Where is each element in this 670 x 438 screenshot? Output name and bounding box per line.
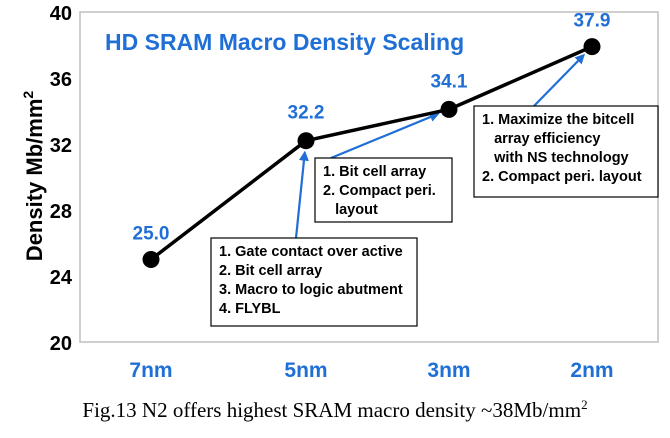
annotation-line: 1. Maximize the bitcell: [482, 112, 634, 128]
annotation-line: layout: [323, 202, 378, 218]
data-point: [142, 251, 160, 268]
annotation-line: 3. Macro to logic abutment: [219, 282, 403, 298]
annotation-line: 2. Compact peri.: [323, 183, 436, 199]
y-tick-labels: 20 24 28 32 36 40: [50, 3, 73, 355]
annotation-line: array efficiency: [482, 131, 601, 147]
caption-text: Fig.13 N2 offers highest SRAM macro dens…: [82, 398, 582, 422]
annotation-line: with NS technology: [482, 150, 629, 166]
annotation-boxes: 1. Gate contact over active 2. Bit cell a…: [210, 105, 659, 327]
y-tick-label: 20: [50, 333, 72, 355]
annotation-line: 4. FLYBL: [219, 301, 281, 317]
data-point: [440, 100, 458, 118]
data-label: 37.9: [574, 11, 611, 32]
figure-caption: Fig.13 N2 offers highest SRAM macro dens…: [0, 397, 670, 423]
data-label: 32.2: [288, 103, 325, 124]
line-segment: [305, 107, 450, 143]
data-label: 25.0: [133, 224, 170, 245]
annotation-line: 1. Bit cell array: [323, 164, 426, 180]
annotation-box: [473, 105, 659, 198]
y-tick-label: 28: [50, 201, 72, 223]
y-tick-label: 36: [50, 69, 72, 91]
annotation-arrow: [533, 53, 586, 107]
data-point: [297, 132, 315, 150]
annotation-arrows: [294, 53, 586, 239]
y-axis-label-text: Density Mb/mm: [22, 99, 47, 262]
x-tick-label: 2nm: [570, 359, 613, 382]
annotation-box: [314, 157, 453, 223]
density-scaling-chart: HD SRAM Macro Density Scaling Density Mb…: [20, 3, 659, 382]
y-axis-label-superscript: 2: [20, 91, 36, 99]
annotation-arrow: [294, 150, 309, 239]
annotation-arrow: [330, 112, 440, 160]
x-tick-label: 3nm: [427, 359, 470, 382]
y-axis-label: Density Mb/mm2: [20, 91, 47, 262]
data-points: [142, 38, 601, 268]
annotation-line: 2. Bit cell array: [219, 263, 322, 279]
line-segment: [448, 45, 593, 111]
x-tick-label: 7nm: [129, 359, 172, 382]
y-tick-label: 32: [50, 135, 72, 157]
x-tick-labels: 7nm 5nm 3nm 2nm: [129, 359, 613, 382]
series-line: [149, 45, 593, 261]
y-tick-label: 24: [50, 267, 73, 289]
chart-title: HD SRAM Macro Density Scaling: [105, 29, 464, 55]
line-segment: [149, 139, 308, 261]
y-tick-label: 40: [50, 3, 72, 25]
data-label: 34.1: [431, 71, 468, 92]
x-tick-label: 5nm: [284, 359, 327, 382]
data-labels: 25.0 32.2 34.1 37.9: [133, 11, 611, 245]
annotation-line: 2. Compact peri. layout: [482, 169, 642, 185]
data-point: [583, 38, 601, 56]
annotation-line: 1. Gate contact over active: [219, 244, 403, 260]
annotation-box: [210, 237, 418, 327]
caption-superscript: 2: [581, 397, 588, 412]
